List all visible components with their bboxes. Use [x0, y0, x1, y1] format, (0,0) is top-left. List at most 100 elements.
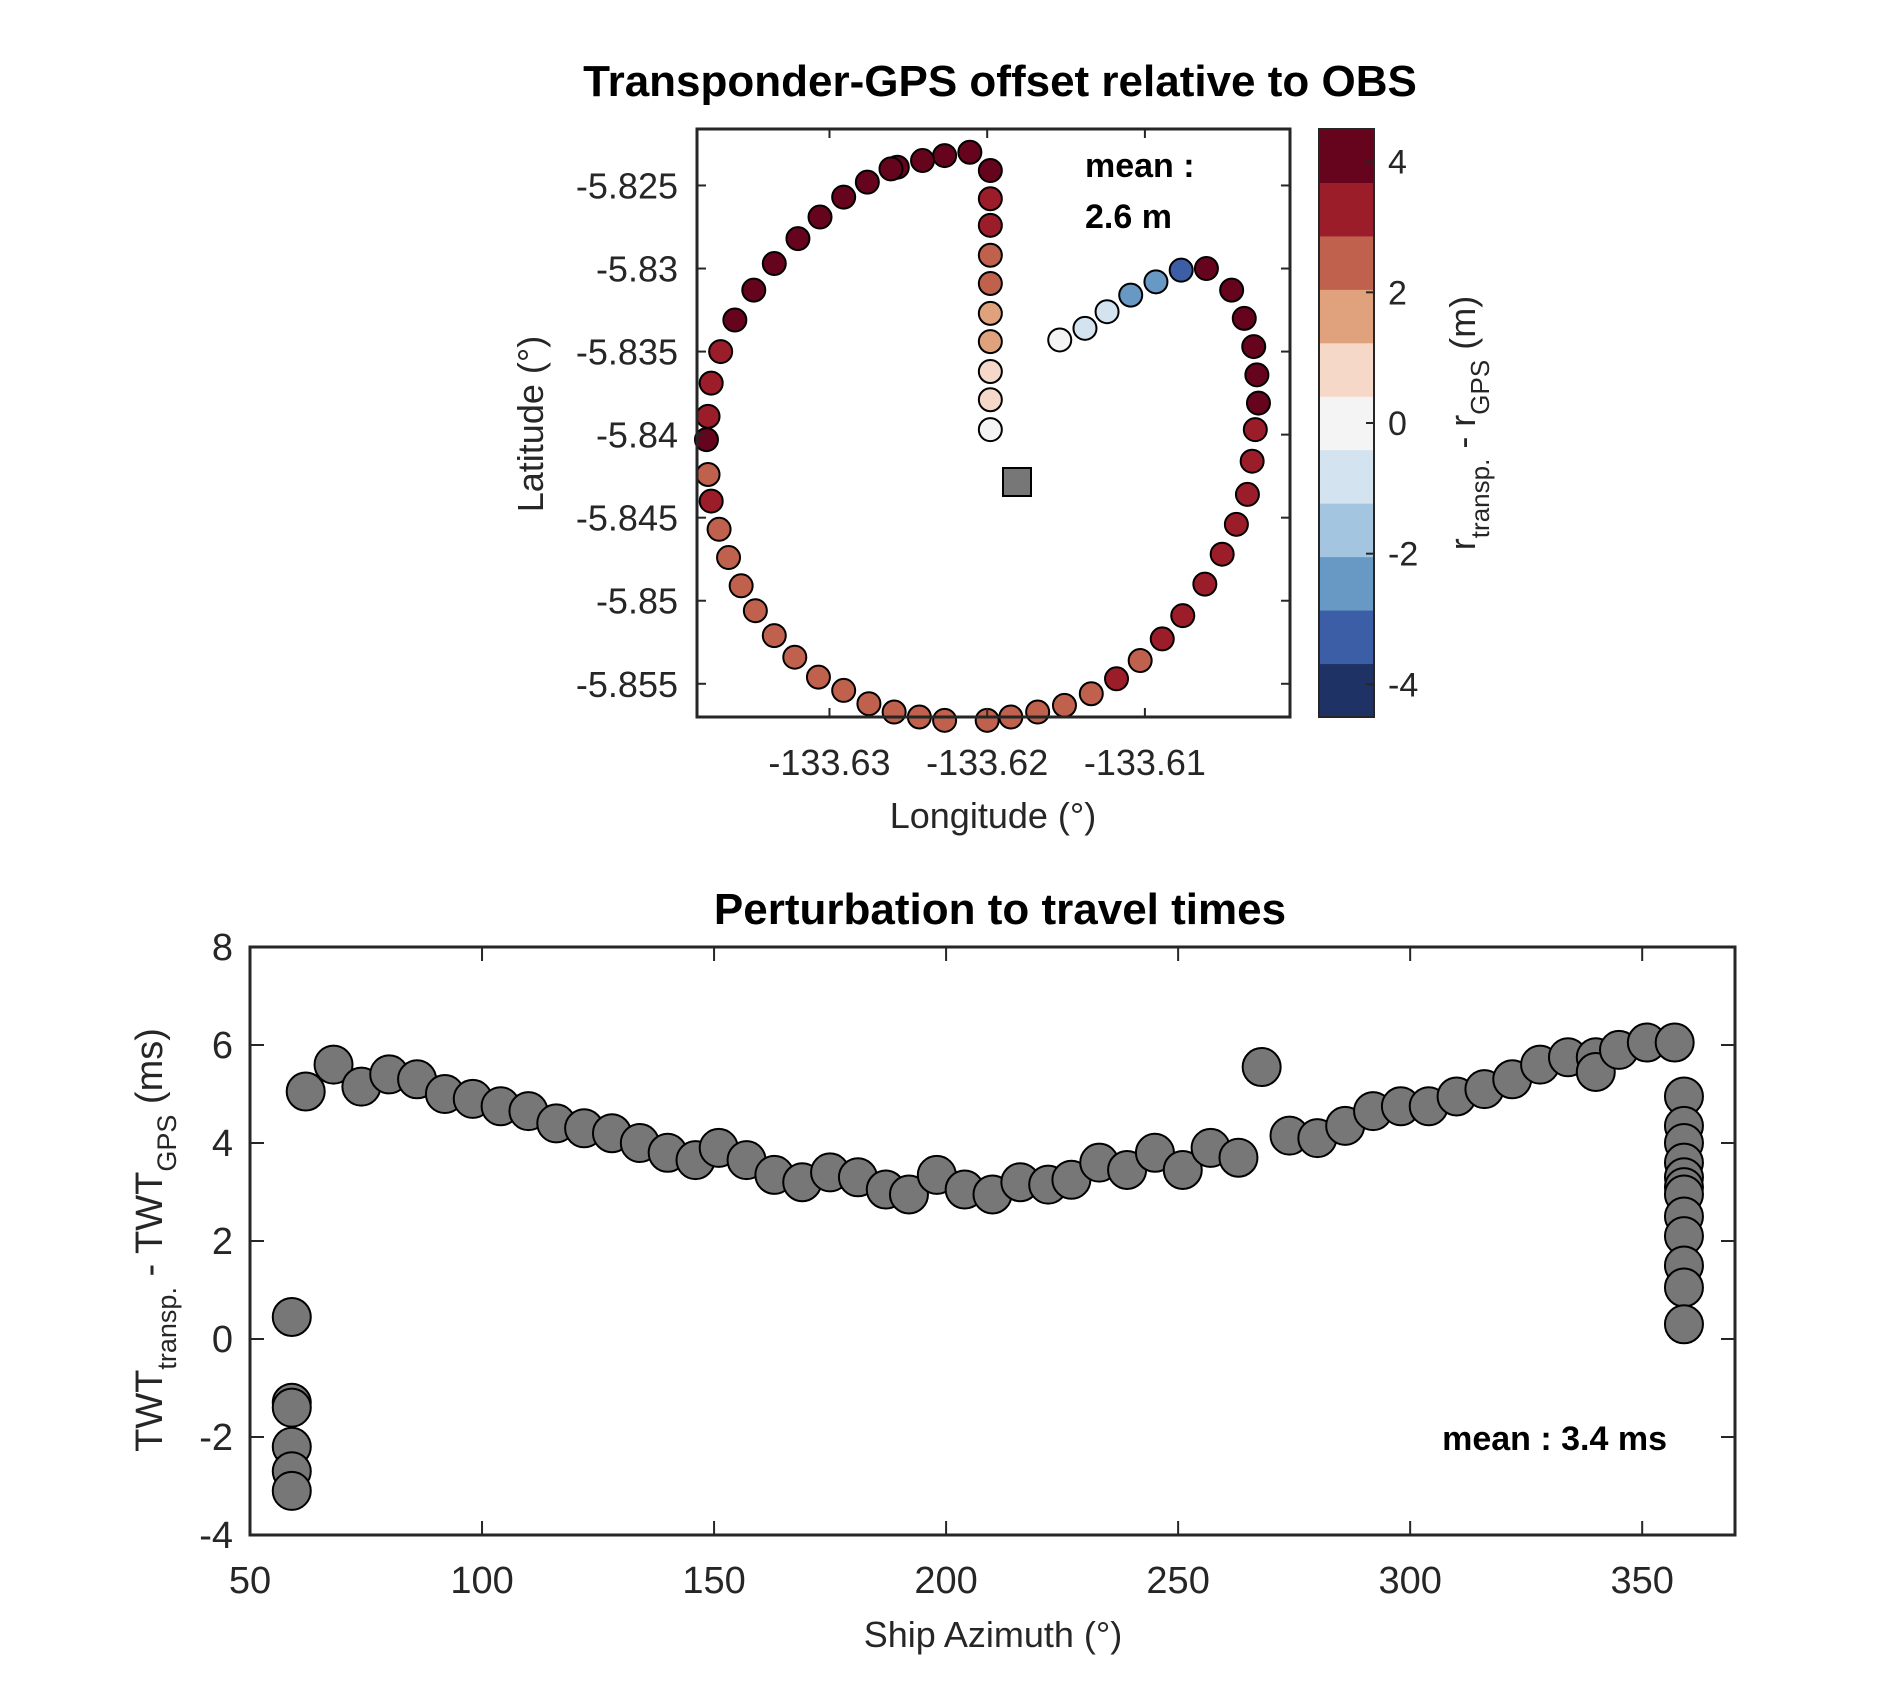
map-ytick-label: -5.84: [596, 415, 678, 456]
colorbar-label: rtransp. - rGPS (m): [1442, 296, 1495, 550]
colorbar-segment: [1319, 556, 1374, 611]
colorbar-segment: [1319, 396, 1374, 451]
map-point: [910, 148, 936, 174]
twt-point: [271, 1470, 312, 1511]
map-point: [695, 403, 721, 429]
map-point: [1072, 315, 1098, 341]
map-point: [977, 270, 1003, 296]
map-point: [957, 139, 983, 165]
map-point: [782, 644, 808, 670]
map-point: [1209, 541, 1235, 567]
twt-ylabel: TWTtransp. - TWTGPS (ms): [129, 1028, 182, 1452]
colorbar-tick-label: 4: [1388, 144, 1407, 182]
colorbar-segment: [1319, 235, 1374, 290]
map-point: [1094, 299, 1120, 325]
twt-ytick-label: -2: [199, 1417, 233, 1459]
map-mean-label: mean :: [1085, 147, 1195, 185]
colorbar-label-sub1: transp.: [1465, 459, 1495, 539]
twt-title: Perturbation to travel times: [714, 885, 1286, 934]
map-point: [722, 307, 748, 333]
map-point: [977, 242, 1003, 268]
map-ylabel: Latitude (°): [510, 336, 551, 512]
map-mean-value: 2.6 m: [1085, 198, 1172, 236]
map-point: [977, 158, 1003, 184]
twt-point: [271, 1387, 312, 1428]
obs-marker: [1002, 467, 1032, 497]
map-xtick-label: -133.61: [1084, 742, 1206, 783]
twt-mean-annotation: mean : 3.4 ms: [1442, 1420, 1667, 1458]
map-title: Transponder-GPS offset relative to OBS: [583, 57, 1417, 106]
colorbar-tick-label: 2: [1388, 274, 1407, 312]
colorbar-label-sub2: GPS: [1465, 360, 1495, 415]
twt-ytick-label: 2: [212, 1221, 233, 1263]
map-point: [695, 461, 721, 487]
map-ytick-label: -5.825: [576, 165, 678, 206]
map-point: [1223, 511, 1249, 537]
map-point: [1143, 269, 1169, 295]
colorbar-segment: [1319, 503, 1374, 558]
map-point: [1234, 481, 1260, 507]
map-point: [1241, 334, 1267, 360]
colorbar-segment: [1319, 289, 1374, 344]
map-ytick-label: -5.85: [596, 581, 678, 622]
map-ytick-label: -5.845: [576, 498, 678, 539]
colorbar: [1319, 129, 1374, 718]
map-point: [742, 598, 768, 624]
twt-ylabel-end: (ms): [129, 1028, 171, 1115]
twt-point: [1663, 1267, 1704, 1308]
map-point: [854, 169, 880, 195]
colorbar-label-end: (m): [1442, 296, 1483, 360]
map-point: [1149, 626, 1175, 652]
map-xtick-label: -133.63: [768, 742, 890, 783]
map-point: [698, 488, 724, 514]
map-point: [1168, 257, 1194, 283]
colorbar-tick-label: -4: [1388, 666, 1418, 704]
twt-xticks: 50 100 150 200 250 300 350: [229, 947, 1674, 1602]
colorbar-label-main: r: [1442, 538, 1483, 550]
map-point: [1244, 362, 1270, 388]
colorbar-segment: [1319, 663, 1374, 718]
map-point: [706, 516, 732, 542]
twt-xlabel: Ship Azimuth (°): [864, 1614, 1123, 1655]
twt-xtick-label: 200: [914, 1560, 977, 1602]
map-point: [831, 184, 857, 210]
colorbar-segment: [1319, 342, 1374, 397]
map-ytick-label: -5.855: [576, 664, 678, 705]
twt-points: [271, 1022, 1704, 1511]
twt-xtick-label: 350: [1610, 1560, 1673, 1602]
map-point: [1078, 681, 1104, 707]
map-point: [1193, 256, 1219, 282]
map-point: [698, 370, 724, 396]
map-point: [1239, 448, 1265, 474]
twt-ylabel-main: TWT: [129, 1370, 171, 1452]
map-point: [1051, 692, 1077, 718]
map-point: [1047, 327, 1073, 353]
map-point: [977, 212, 1003, 238]
map-point: [741, 277, 767, 303]
twt-ylabel-sub1: transp.: [152, 1287, 182, 1370]
map-point: [761, 623, 787, 649]
twt-point: [888, 1174, 929, 1215]
twt-xtick-label: 300: [1378, 1560, 1441, 1602]
twt-point: [1663, 1304, 1704, 1345]
map-point: [1245, 390, 1271, 416]
map-point: [932, 143, 958, 169]
twt-ylabel-sub2: GPS: [152, 1115, 182, 1172]
map-point: [932, 707, 958, 733]
map-point: [807, 204, 833, 230]
map-point: [1104, 666, 1130, 692]
map-point: [1231, 305, 1257, 331]
map-ytick-label: -5.83: [596, 249, 678, 290]
map-point: [728, 573, 754, 599]
map-point: [856, 691, 882, 717]
map-xtick-label: -133.62: [926, 742, 1048, 783]
twt-ytick-label: 4: [212, 1123, 233, 1165]
map-point: [977, 359, 1003, 385]
twt-ytick-label: 6: [212, 1025, 233, 1067]
map-point: [977, 329, 1003, 355]
map-panel: Transponder-GPS offset relative to OBS -…: [510, 57, 1495, 836]
map-point: [977, 300, 1003, 326]
map-point: [977, 417, 1003, 443]
